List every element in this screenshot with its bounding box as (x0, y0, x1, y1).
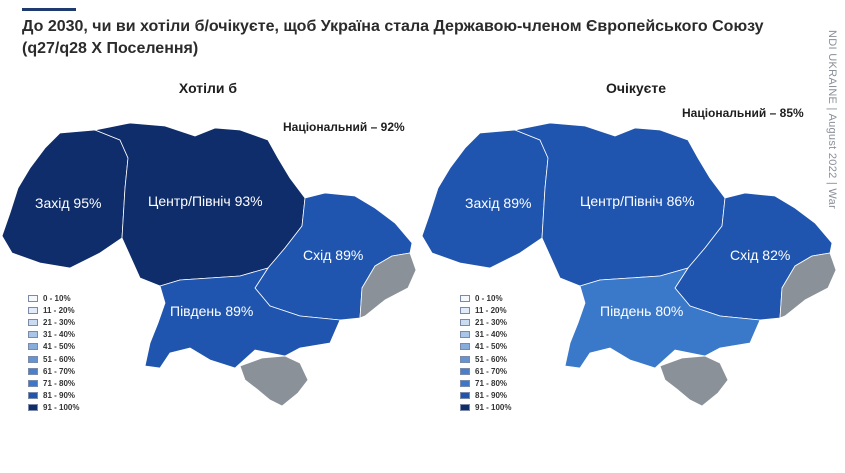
source-side-label: NDI UKRAINE | August 2022 | War (826, 30, 838, 210)
header-accent-line (22, 8, 76, 11)
legend-swatch (460, 392, 470, 400)
region-crimea (239, 355, 309, 407)
legend-swatch (28, 318, 38, 326)
legend-swatch (28, 306, 38, 314)
legend-swatch (460, 294, 470, 302)
legend-swatch (460, 306, 470, 314)
legend-swatch (28, 379, 38, 387)
legend-item: 11 - 20% (28, 304, 79, 316)
legend-item: 0 - 10% (460, 292, 511, 304)
legend-swatch (28, 343, 38, 351)
legend-swatch (460, 404, 470, 412)
legend-item: 31 - 40% (28, 329, 79, 341)
legend-item: 81 - 90% (28, 390, 79, 402)
ukraine-map-want: Захід 95% Центр/Північ 93% Схід 89% Півд… (1, 122, 417, 407)
legend-swatch (460, 343, 470, 351)
legend-swatch (28, 294, 38, 302)
legend-item: 91 - 100% (28, 402, 79, 414)
label-east: Схід 82% (730, 247, 790, 263)
legend-item: 41 - 50% (460, 341, 511, 353)
label-west: Захід 89% (465, 195, 531, 211)
ukraine-map-expect: Захід 89% Центр/Північ 86% Схід 82% Півд… (421, 122, 837, 407)
region-crimea (659, 355, 729, 407)
page-title: До 2030, чи ви хотіли б/очікуєте, щоб Ук… (22, 18, 764, 57)
legend-swatch (460, 367, 470, 375)
legend-swatch (460, 355, 470, 363)
label-south: Південь 80% (600, 303, 683, 319)
legend-item: 41 - 50% (28, 341, 79, 353)
label-south: Південь 89% (170, 303, 253, 319)
legend-item: 71 - 80% (460, 377, 511, 389)
legend-swatch (28, 392, 38, 400)
legend-item: 71 - 80% (28, 377, 79, 389)
panel-title-want: Хотіли б (178, 80, 238, 96)
legend-swatch (460, 318, 470, 326)
national-value-expect: Національний – 85% (682, 106, 804, 120)
legend-swatch (28, 355, 38, 363)
label-center: Центр/Північ 86% (580, 193, 695, 209)
national-value-want: Національний – 92% (283, 120, 405, 134)
legend-item: 51 - 60% (460, 353, 511, 365)
legend-item: 0 - 10% (28, 292, 79, 304)
legend-item: 81 - 90% (460, 390, 511, 402)
region-occupied-east (359, 252, 417, 319)
legend-swatch (28, 367, 38, 375)
legend-swatch (460, 331, 470, 339)
legend-swatch (460, 379, 470, 387)
legend-item: 11 - 20% (460, 304, 511, 316)
legend-item: 61 - 70% (460, 365, 511, 377)
legend-item: 21 - 30% (28, 316, 79, 328)
legend-item: 51 - 60% (28, 353, 79, 365)
region-occupied-east (779, 252, 837, 319)
legend-swatch (28, 331, 38, 339)
legend-item: 21 - 30% (460, 316, 511, 328)
legend-expect: 0 - 10% 11 - 20% 21 - 30% 31 - 40% 41 - … (460, 292, 511, 414)
label-center: Центр/Північ 93% (148, 193, 263, 209)
label-west: Захід 95% (35, 195, 101, 211)
legend-item: 61 - 70% (28, 365, 79, 377)
panel-title-expect: Очікуєте (605, 80, 667, 96)
legend-item: 31 - 40% (460, 329, 511, 341)
legend-swatch (28, 404, 38, 412)
label-east: Схід 89% (303, 247, 363, 263)
legend-want: 0 - 10% 11 - 20% 21 - 30% 31 - 40% 41 - … (28, 292, 79, 414)
legend-item: 91 - 100% (460, 402, 511, 414)
